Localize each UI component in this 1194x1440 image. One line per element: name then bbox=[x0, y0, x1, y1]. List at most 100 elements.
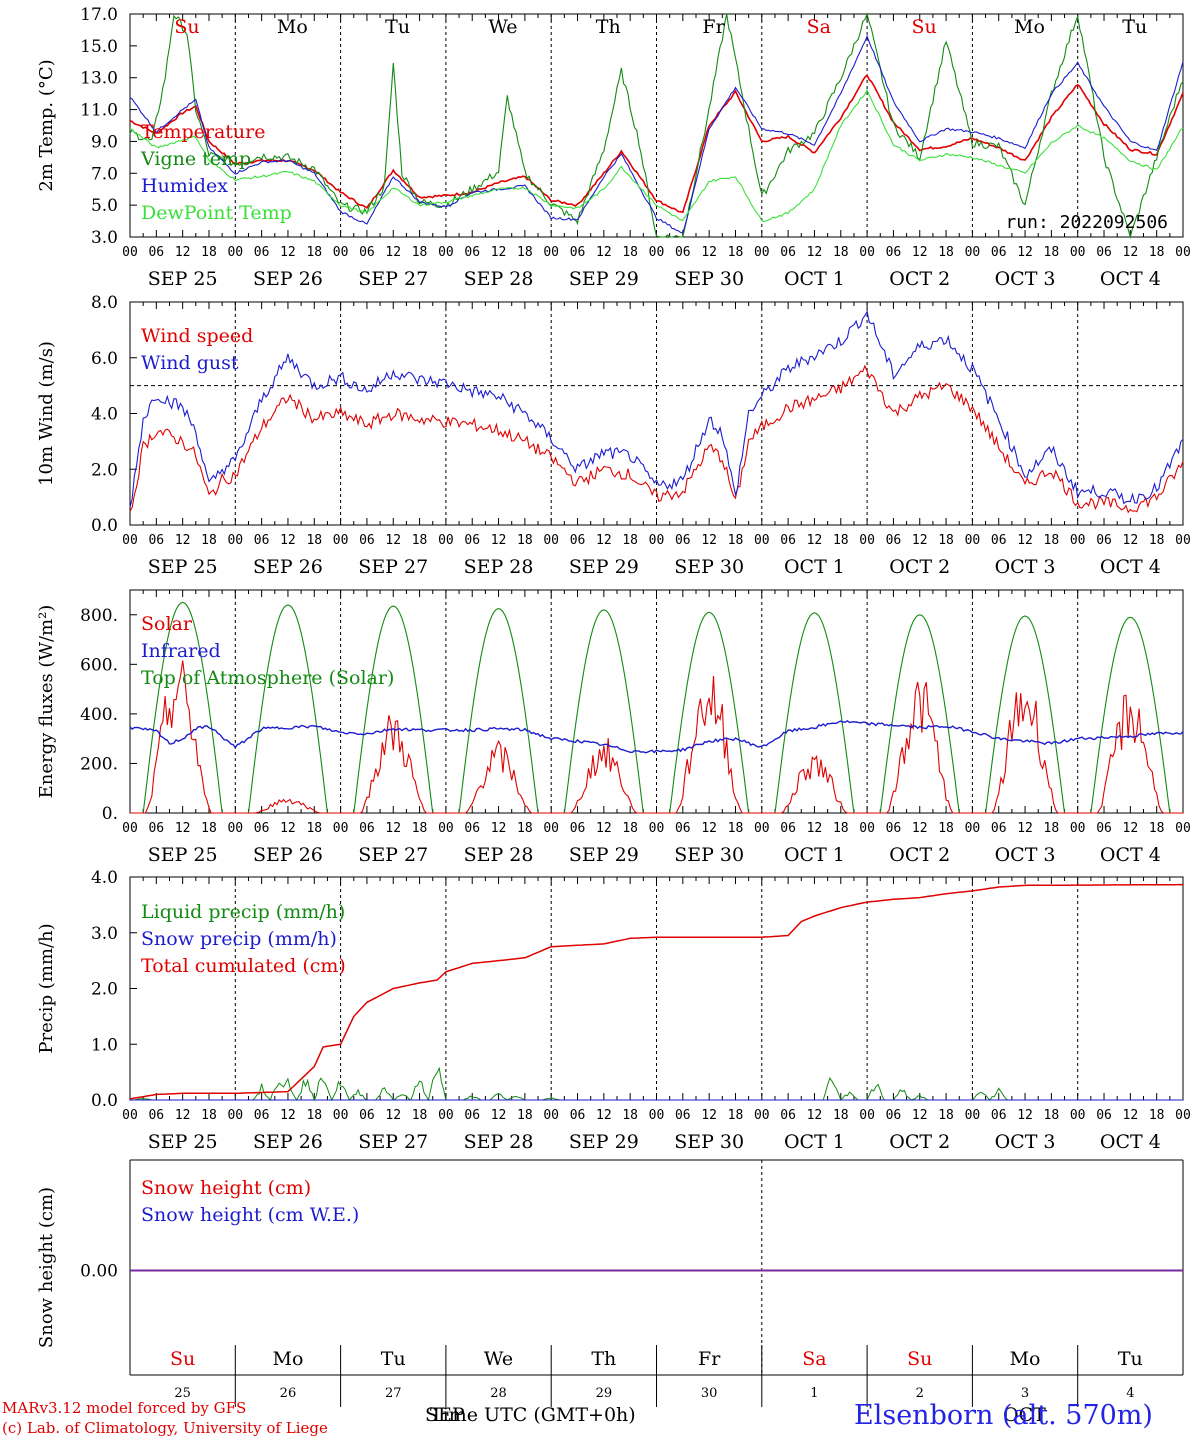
weekday-label: Tu bbox=[1122, 16, 1147, 38]
hour-tick-label: 18 bbox=[728, 533, 744, 548]
legend-entry: Snow height (cm) bbox=[141, 1177, 311, 1199]
hour-tick-label: 12 bbox=[596, 533, 612, 548]
hour-tick-label: 12 bbox=[807, 533, 823, 548]
hour-tick-label: 18 bbox=[306, 245, 322, 260]
series-line bbox=[129, 12, 1184, 240]
date-tick-label: OCT 3 bbox=[995, 268, 1056, 290]
day-number: 30 bbox=[701, 1386, 718, 1401]
legend-entry: Top of Atmosphere (Solar) bbox=[141, 667, 394, 689]
month-label-sep: SEP bbox=[425, 1404, 465, 1426]
hour-tick-label: 12 bbox=[280, 821, 296, 836]
hour-tick-label: 18 bbox=[1044, 533, 1060, 548]
hour-tick-label: 18 bbox=[1044, 821, 1060, 836]
date-tick-label: SEP 30 bbox=[674, 556, 744, 578]
date-tick-label: SEP 27 bbox=[358, 844, 428, 866]
weekday-label: Sa bbox=[807, 16, 831, 38]
hour-tick-label: 12 bbox=[385, 821, 401, 836]
weekday-label: Sa bbox=[802, 1348, 826, 1370]
hour-tick-label: 12 bbox=[280, 533, 296, 548]
hour-tick-label: 06 bbox=[464, 1108, 480, 1123]
date-tick-label: SEP 25 bbox=[148, 1131, 218, 1153]
legend-entry: Infrared bbox=[141, 640, 221, 662]
hour-tick-label: 06 bbox=[254, 821, 270, 836]
hour-tick-label: 12 bbox=[1017, 245, 1033, 260]
day-number: 29 bbox=[596, 1386, 613, 1401]
hour-tick-label: 18 bbox=[1149, 821, 1165, 836]
legend-entry: DewPoint Temp bbox=[141, 202, 292, 224]
hour-tick-label: 00 bbox=[333, 245, 349, 260]
day-number: 26 bbox=[280, 1386, 297, 1401]
date-tick-label: OCT 2 bbox=[889, 556, 950, 578]
hour-tick-label: 12 bbox=[596, 245, 612, 260]
series-line bbox=[129, 34, 1184, 234]
hour-tick-label: 00 bbox=[649, 533, 665, 548]
hour-tick-label: 06 bbox=[1096, 1108, 1112, 1123]
day-number: 3 bbox=[1021, 1386, 1029, 1401]
date-tick-label: SEP 28 bbox=[464, 844, 534, 866]
day-number: 25 bbox=[174, 1386, 191, 1401]
hour-tick-label: 00 bbox=[649, 821, 665, 836]
legend-entry: Vigne temp bbox=[140, 148, 251, 170]
y-tick-label: 0.0 bbox=[91, 1091, 118, 1111]
hour-tick-label: 18 bbox=[938, 1108, 954, 1123]
day-number: 27 bbox=[385, 1386, 402, 1401]
date-tick-label: SEP 30 bbox=[674, 1131, 744, 1153]
legend-entry: Wind speed bbox=[141, 325, 253, 347]
hour-tick-label: 18 bbox=[833, 1108, 849, 1123]
station-name: Elsenborn (alt. 570m) bbox=[854, 1400, 1153, 1431]
hour-tick-label: 06 bbox=[886, 533, 902, 548]
hour-tick-label: 06 bbox=[780, 533, 796, 548]
weekday-label: Mo bbox=[1010, 1348, 1041, 1370]
y-tick-label: 9.0 bbox=[91, 132, 118, 152]
hour-tick-label: 00 bbox=[965, 533, 981, 548]
hour-tick-label: 18 bbox=[728, 245, 744, 260]
hour-tick-label: 18 bbox=[728, 821, 744, 836]
hour-tick-label: 06 bbox=[1096, 533, 1112, 548]
hour-tick-label: 06 bbox=[675, 245, 691, 260]
hour-tick-label: 12 bbox=[701, 533, 717, 548]
weekday-label: Su bbox=[174, 16, 199, 38]
hour-tick-label: 06 bbox=[464, 821, 480, 836]
hour-tick-label: 12 bbox=[912, 821, 928, 836]
date-tick-label: SEP 29 bbox=[569, 556, 639, 578]
hour-tick-label: 00 bbox=[543, 533, 559, 548]
date-tick-label: SEP 29 bbox=[569, 268, 639, 290]
hour-tick-label: 18 bbox=[833, 821, 849, 836]
panel-3 bbox=[129, 589, 1184, 814]
hour-tick-label: 06 bbox=[675, 533, 691, 548]
hour-tick-label: 00 bbox=[122, 533, 138, 548]
weekday-label: Th bbox=[596, 16, 621, 38]
hour-tick-label: 06 bbox=[254, 245, 270, 260]
hour-tick-label: 12 bbox=[491, 533, 507, 548]
date-tick-label: OCT 1 bbox=[784, 1131, 845, 1153]
date-tick-label: SEP 30 bbox=[674, 844, 744, 866]
weekday-label: Tu bbox=[385, 16, 410, 38]
hour-tick-label: 12 bbox=[175, 533, 191, 548]
panel-1 bbox=[129, 13, 1184, 238]
weekday-label: Fr bbox=[702, 16, 725, 38]
y-tick-label: 7.0 bbox=[91, 164, 118, 184]
hour-tick-label: 00 bbox=[859, 1108, 875, 1123]
hour-tick-label: 06 bbox=[991, 1108, 1007, 1123]
hour-tick-label: 00 bbox=[438, 533, 454, 548]
date-tick-label: SEP 27 bbox=[358, 556, 428, 578]
hour-tick-label: 00 bbox=[333, 1108, 349, 1123]
hour-tick-label: 18 bbox=[728, 1108, 744, 1123]
date-tick-label: SEP 25 bbox=[148, 556, 218, 578]
credit-line-2: (c) Lab. of Climatology, University of L… bbox=[2, 1419, 328, 1437]
legend-entry: Snow height (cm W.E.) bbox=[141, 1204, 359, 1226]
weekday-label: Mo bbox=[1014, 16, 1045, 38]
hour-tick-label: 06 bbox=[148, 821, 164, 836]
hour-tick-label: 06 bbox=[886, 245, 902, 260]
hour-tick-label: 18 bbox=[306, 821, 322, 836]
hour-tick-label: 06 bbox=[464, 533, 480, 548]
hour-tick-label: 00 bbox=[227, 533, 243, 548]
hour-tick-label: 00 bbox=[438, 245, 454, 260]
y-tick-label: 15.0 bbox=[80, 37, 118, 57]
date-tick-label: SEP 26 bbox=[253, 1131, 323, 1153]
hour-tick-label: 06 bbox=[886, 821, 902, 836]
date-tick-label: OCT 4 bbox=[1100, 556, 1161, 578]
y-tick-label: 2.0 bbox=[91, 460, 118, 480]
hour-tick-label: 06 bbox=[1096, 821, 1112, 836]
